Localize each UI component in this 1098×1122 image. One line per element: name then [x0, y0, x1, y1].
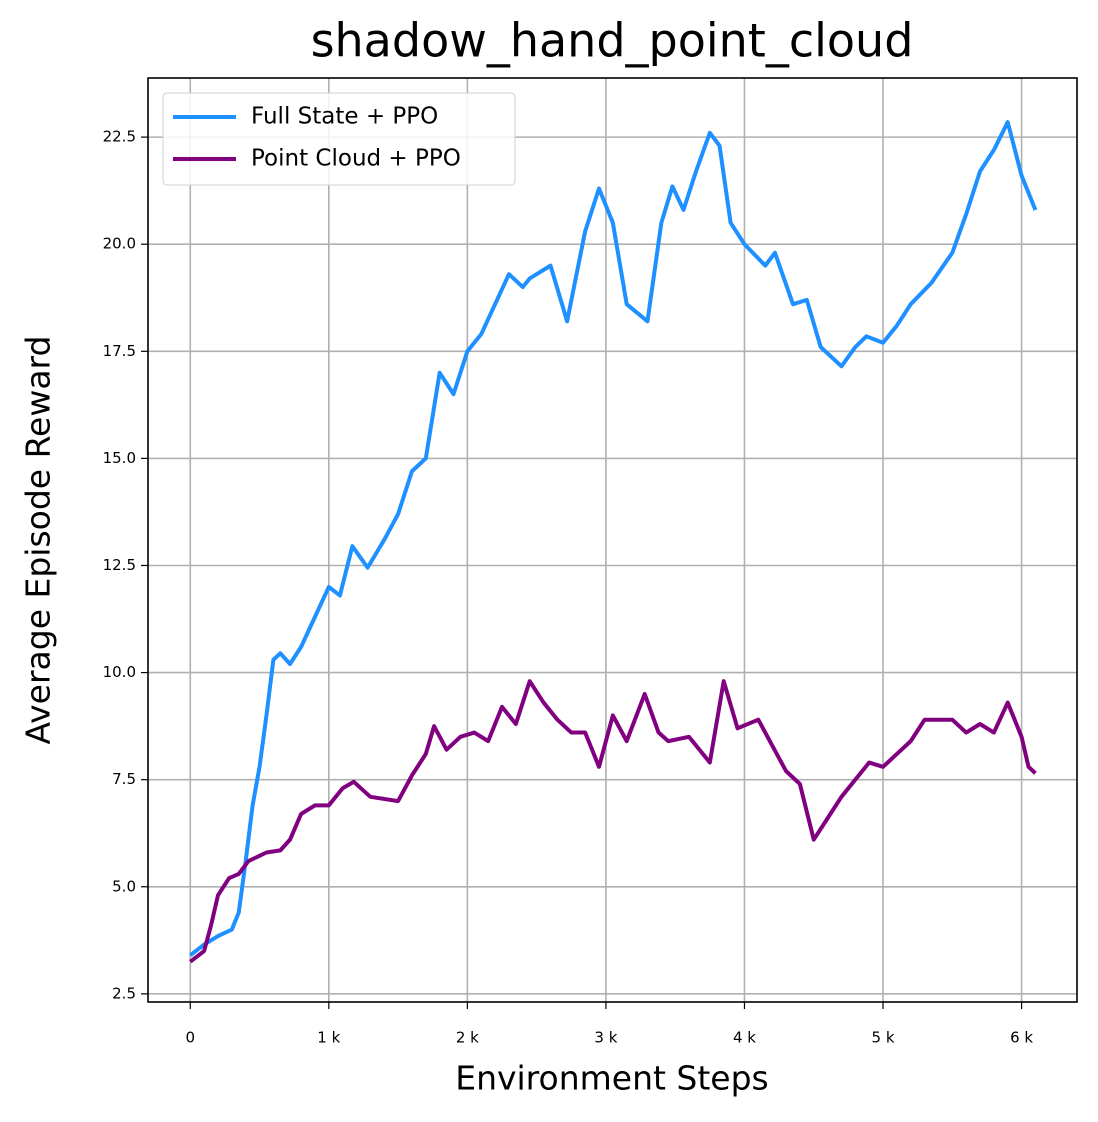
x-tick-label: 2 k	[456, 1029, 479, 1047]
y-tick-label: 5.0	[112, 877, 136, 895]
y-tick-label: 22.5	[103, 128, 136, 146]
y-tick-label: 7.5	[112, 770, 136, 788]
x-tick-label: 6 k	[1010, 1029, 1033, 1047]
series-line	[189, 120, 1038, 957]
y-axis-label: Average Episode Reward	[19, 336, 58, 745]
legend-label: Point Cloud + PPO	[251, 146, 461, 172]
x-tick-label: 5 k	[872, 1029, 895, 1047]
x-tick-label: 0	[185, 1029, 195, 1047]
x-tick-label: 4 k	[733, 1029, 756, 1047]
y-tick-label: 2.5	[112, 984, 136, 1002]
y-tick-label: 10.0	[103, 663, 136, 681]
y-tick-label: 17.5	[103, 342, 136, 360]
y-tick-label: 15.0	[103, 449, 136, 467]
y-tick-label: 12.5	[103, 556, 136, 574]
chart-title: shadow_hand_point_cloud	[311, 14, 914, 68]
legend-box	[162, 92, 516, 186]
x-tick-label: 3 k	[594, 1029, 617, 1047]
plot-frame	[147, 77, 1078, 1003]
x-tick-label: 1 k	[317, 1029, 340, 1047]
y-tick-label: 20.0	[103, 235, 136, 253]
series-line	[189, 679, 1037, 964]
x-axis-label: Environment Steps	[455, 1059, 769, 1098]
legend: Full State + PPO Point Cloud + PPO	[162, 92, 516, 186]
legend-label: Full State + PPO	[251, 104, 438, 130]
